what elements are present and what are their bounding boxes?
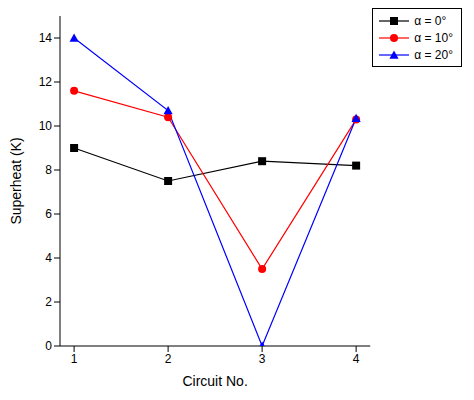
html-text:α = 0°: α = 0°	[414, 13, 447, 28]
svg-text:12: 12	[39, 75, 53, 89]
svg-text:10: 10	[39, 119, 53, 133]
svg-text:6: 6	[45, 207, 52, 221]
svg-text:8: 8	[45, 163, 52, 177]
svg-text:3: 3	[259, 352, 266, 366]
svg-text:4: 4	[45, 251, 52, 265]
svg-text:4: 4	[353, 352, 360, 366]
svg-text:2: 2	[45, 295, 52, 309]
svg-text:Superheat (K): Superheat (K)	[8, 137, 24, 224]
svg-text:1: 1	[71, 352, 78, 366]
svg-text:0: 0	[45, 339, 52, 353]
html-text:α = 20°: α = 20°	[414, 47, 453, 62]
svg-text:2: 2	[165, 352, 172, 366]
svg-text:Circuit No.: Circuit No.	[182, 373, 247, 389]
html-text:α = 10°: α = 10°	[414, 30, 453, 45]
svg-text:14: 14	[39, 31, 53, 45]
